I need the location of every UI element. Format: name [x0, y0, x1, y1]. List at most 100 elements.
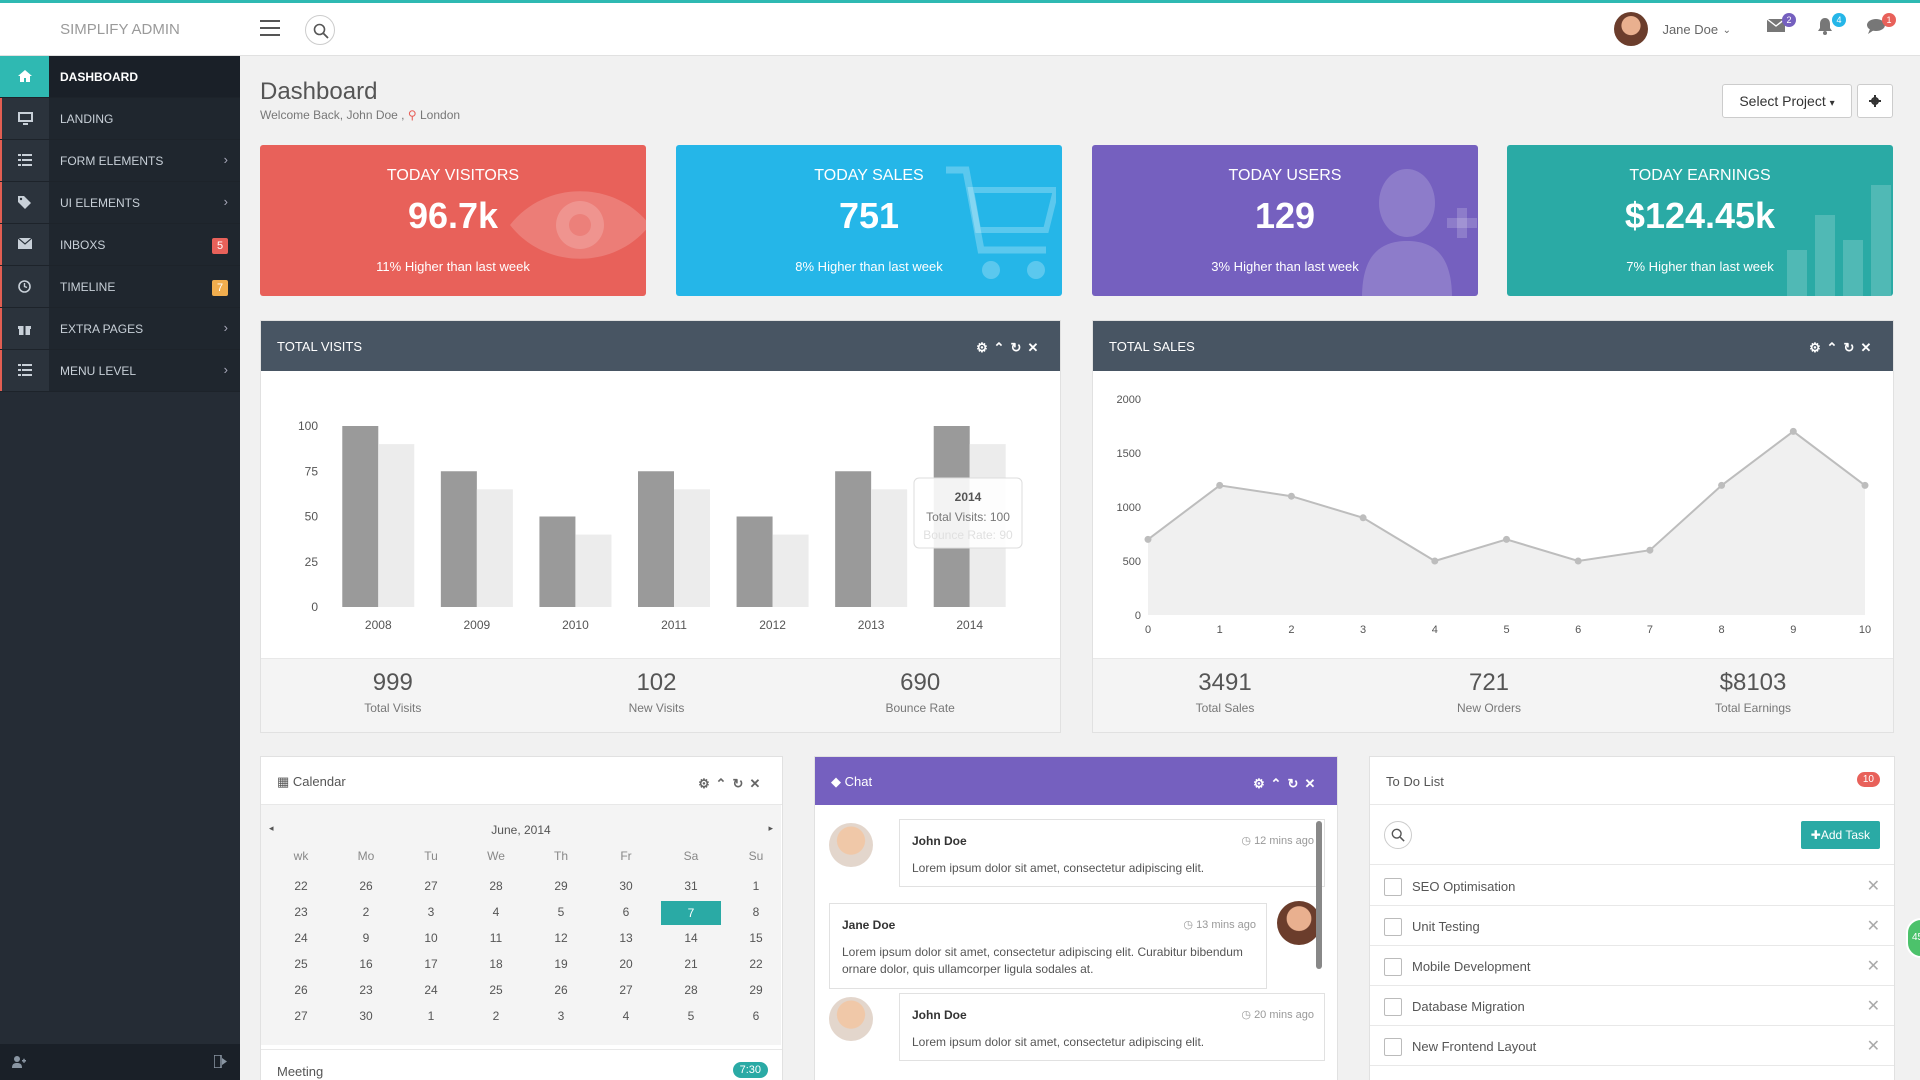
- bar-total-visits[interactable]: [539, 516, 576, 608]
- todo-checkbox[interactable]: [1384, 998, 1402, 1016]
- close-icon[interactable]: ✕: [1304, 776, 1316, 791]
- close-icon[interactable]: ✕: [1866, 1038, 1880, 1055]
- calendar-next-button[interactable]: ▸: [768, 823, 773, 833]
- add-task-button[interactable]: ✚Add Task: [1800, 821, 1880, 849]
- calendar-day[interactable]: 4: [622, 1009, 630, 1023]
- bar-total-visits[interactable]: [342, 426, 379, 607]
- calendar-day[interactable]: 24: [424, 983, 438, 997]
- todo-item[interactable]: New Frontend Layout ✕: [1370, 1026, 1894, 1066]
- close-icon[interactable]: ✕: [1866, 958, 1880, 975]
- calendar-day[interactable]: 10: [424, 931, 438, 945]
- sidebar-item-form-elements[interactable]: FORM ELEMENTS ›: [0, 140, 240, 182]
- calendar-day[interactable]: 29: [554, 879, 568, 893]
- mail-button[interactable]: 2: [1766, 13, 1796, 39]
- calendar-day[interactable]: 3: [557, 1009, 565, 1023]
- calendar-day[interactable]: 28: [489, 879, 503, 893]
- calendar-day[interactable]: 1: [427, 1009, 435, 1023]
- calendar-day[interactable]: 16: [359, 957, 373, 971]
- calendar-day[interactable]: 22: [749, 957, 763, 971]
- calendar-day[interactable]: 26: [359, 879, 373, 893]
- bar-total-visits[interactable]: [736, 516, 773, 608]
- calendar-day[interactable]: 27: [619, 983, 633, 997]
- user-add-icon[interactable]: [12, 1055, 26, 1068]
- sales-point[interactable]: [1216, 481, 1224, 489]
- side-floating-badge[interactable]: 45: [1906, 918, 1920, 958]
- todo-checkbox[interactable]: [1384, 1038, 1402, 1056]
- close-icon[interactable]: ✕: [1866, 998, 1880, 1015]
- calendar-day[interactable]: 30: [619, 879, 633, 893]
- sales-point[interactable]: [1574, 557, 1582, 565]
- calendar-day[interactable]: 17: [424, 957, 438, 971]
- sales-point[interactable]: [1646, 546, 1654, 554]
- calendar-day[interactable]: 9: [362, 931, 370, 945]
- stat-card-users[interactable]: TODAY USERS 129 3% Higher than last week: [1092, 145, 1478, 296]
- calendar-day[interactable]: 29: [749, 983, 763, 997]
- gear-icon[interactable]: ⚙: [1253, 776, 1265, 791]
- todo-item[interactable]: Unit Testing ✕: [1370, 906, 1894, 946]
- select-project-button[interactable]: Select Project ▾: [1722, 84, 1852, 118]
- sales-point[interactable]: [1503, 535, 1510, 543]
- meeting-row[interactable]: Meeting 7:30: [261, 1049, 782, 1080]
- calendar-day[interactable]: 18: [489, 957, 503, 971]
- refresh-icon[interactable]: ↻: [1010, 340, 1022, 355]
- chat-scrollbar[interactable]: [1316, 821, 1322, 969]
- bar-bounce-rate[interactable]: [378, 444, 415, 607]
- chevron-up-icon[interactable]: ⌃: [715, 776, 727, 791]
- close-icon[interactable]: ✕: [1866, 918, 1880, 935]
- calendar-day[interactable]: 4: [492, 905, 500, 919]
- bar-bounce-rate[interactable]: [575, 534, 612, 607]
- refresh-icon[interactable]: ↻: [1843, 340, 1855, 355]
- sidebar-item-extra-pages[interactable]: EXTRA PAGES ›: [0, 308, 240, 350]
- refresh-icon[interactable]: ↻: [732, 776, 744, 791]
- bar-total-visits[interactable]: [835, 471, 872, 607]
- todo-checkbox[interactable]: [1384, 918, 1402, 936]
- stat-card-visitors[interactable]: TODAY VISITORS 96.7k 11% Higher than las…: [260, 145, 646, 296]
- user-menu[interactable]: Jane Doe ⌄: [1614, 12, 1734, 48]
- calendar-day[interactable]: 2: [492, 1009, 500, 1023]
- gear-icon[interactable]: ⚙: [976, 340, 988, 355]
- calendar-day[interactable]: 28: [684, 983, 698, 997]
- sales-point[interactable]: [1144, 535, 1152, 543]
- calendar-day[interactable]: 27: [424, 879, 438, 893]
- todo-item[interactable]: Mobile Development ✕: [1370, 946, 1894, 986]
- bar-bounce-rate[interactable]: [476, 489, 513, 607]
- sidebar-item-timeline[interactable]: TIMELINE 7: [0, 266, 240, 308]
- bar-total-visits[interactable]: [638, 471, 674, 607]
- calendar-day-selected[interactable]: 7: [661, 901, 721, 925]
- calendar-day[interactable]: 15: [749, 931, 763, 945]
- calendar-day[interactable]: 5: [687, 1009, 695, 1023]
- sales-point[interactable]: [1287, 492, 1295, 500]
- calendar-day[interactable]: 23: [359, 983, 373, 997]
- todo-search-button[interactable]: [1384, 821, 1412, 849]
- calendar-day[interactable]: 19: [554, 957, 568, 971]
- calendar-day[interactable]: 6: [752, 1009, 760, 1023]
- close-icon[interactable]: ✕: [1860, 340, 1872, 355]
- search-button[interactable]: [305, 15, 335, 45]
- sidebar-item-menu-level[interactable]: MENU LEVEL ›: [0, 350, 240, 392]
- calendar-prev-button[interactable]: ◂: [269, 823, 274, 833]
- menu-toggle-icon[interactable]: [260, 20, 280, 36]
- messages-button[interactable]: 1: [1866, 13, 1896, 39]
- chevron-up-icon[interactable]: ⌃: [993, 340, 1005, 355]
- chevron-up-icon[interactable]: ⌃: [1270, 776, 1282, 791]
- sidebar-item-ui-elements[interactable]: UI ELEMENTS ›: [0, 182, 240, 224]
- stat-card-sales[interactable]: TODAY SALES 751 8% Higher than last week: [676, 145, 1062, 296]
- logout-icon[interactable]: [214, 1055, 228, 1068]
- calendar-day[interactable]: 12: [554, 931, 568, 945]
- sidebar-item-inboxs[interactable]: INBOXS 5: [0, 224, 240, 266]
- sidebar-item-dashboard[interactable]: DASHBOARD: [0, 56, 240, 98]
- sales-point[interactable]: [1718, 481, 1726, 489]
- bar-bounce-rate[interactable]: [674, 489, 710, 607]
- calendar-day[interactable]: 31: [684, 879, 698, 893]
- calendar-day[interactable]: 11: [489, 931, 503, 945]
- calendar-day[interactable]: 8: [752, 905, 760, 919]
- calendar-day[interactable]: 13: [619, 931, 633, 945]
- sales-point[interactable]: [1431, 557, 1439, 565]
- calendar-day[interactable]: 30: [359, 1009, 373, 1023]
- bar-bounce-rate[interactable]: [871, 489, 908, 607]
- bar-total-visits[interactable]: [440, 471, 477, 607]
- chevron-up-icon[interactable]: ⌃: [1826, 340, 1838, 355]
- close-icon[interactable]: ✕: [1866, 878, 1880, 895]
- calendar-day[interactable]: 25: [489, 983, 503, 997]
- sales-point[interactable]: [1789, 427, 1797, 435]
